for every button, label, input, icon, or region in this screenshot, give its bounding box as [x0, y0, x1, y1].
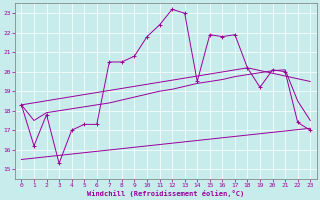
X-axis label: Windchill (Refroidissement éolien,°C): Windchill (Refroidissement éolien,°C): [87, 190, 244, 197]
